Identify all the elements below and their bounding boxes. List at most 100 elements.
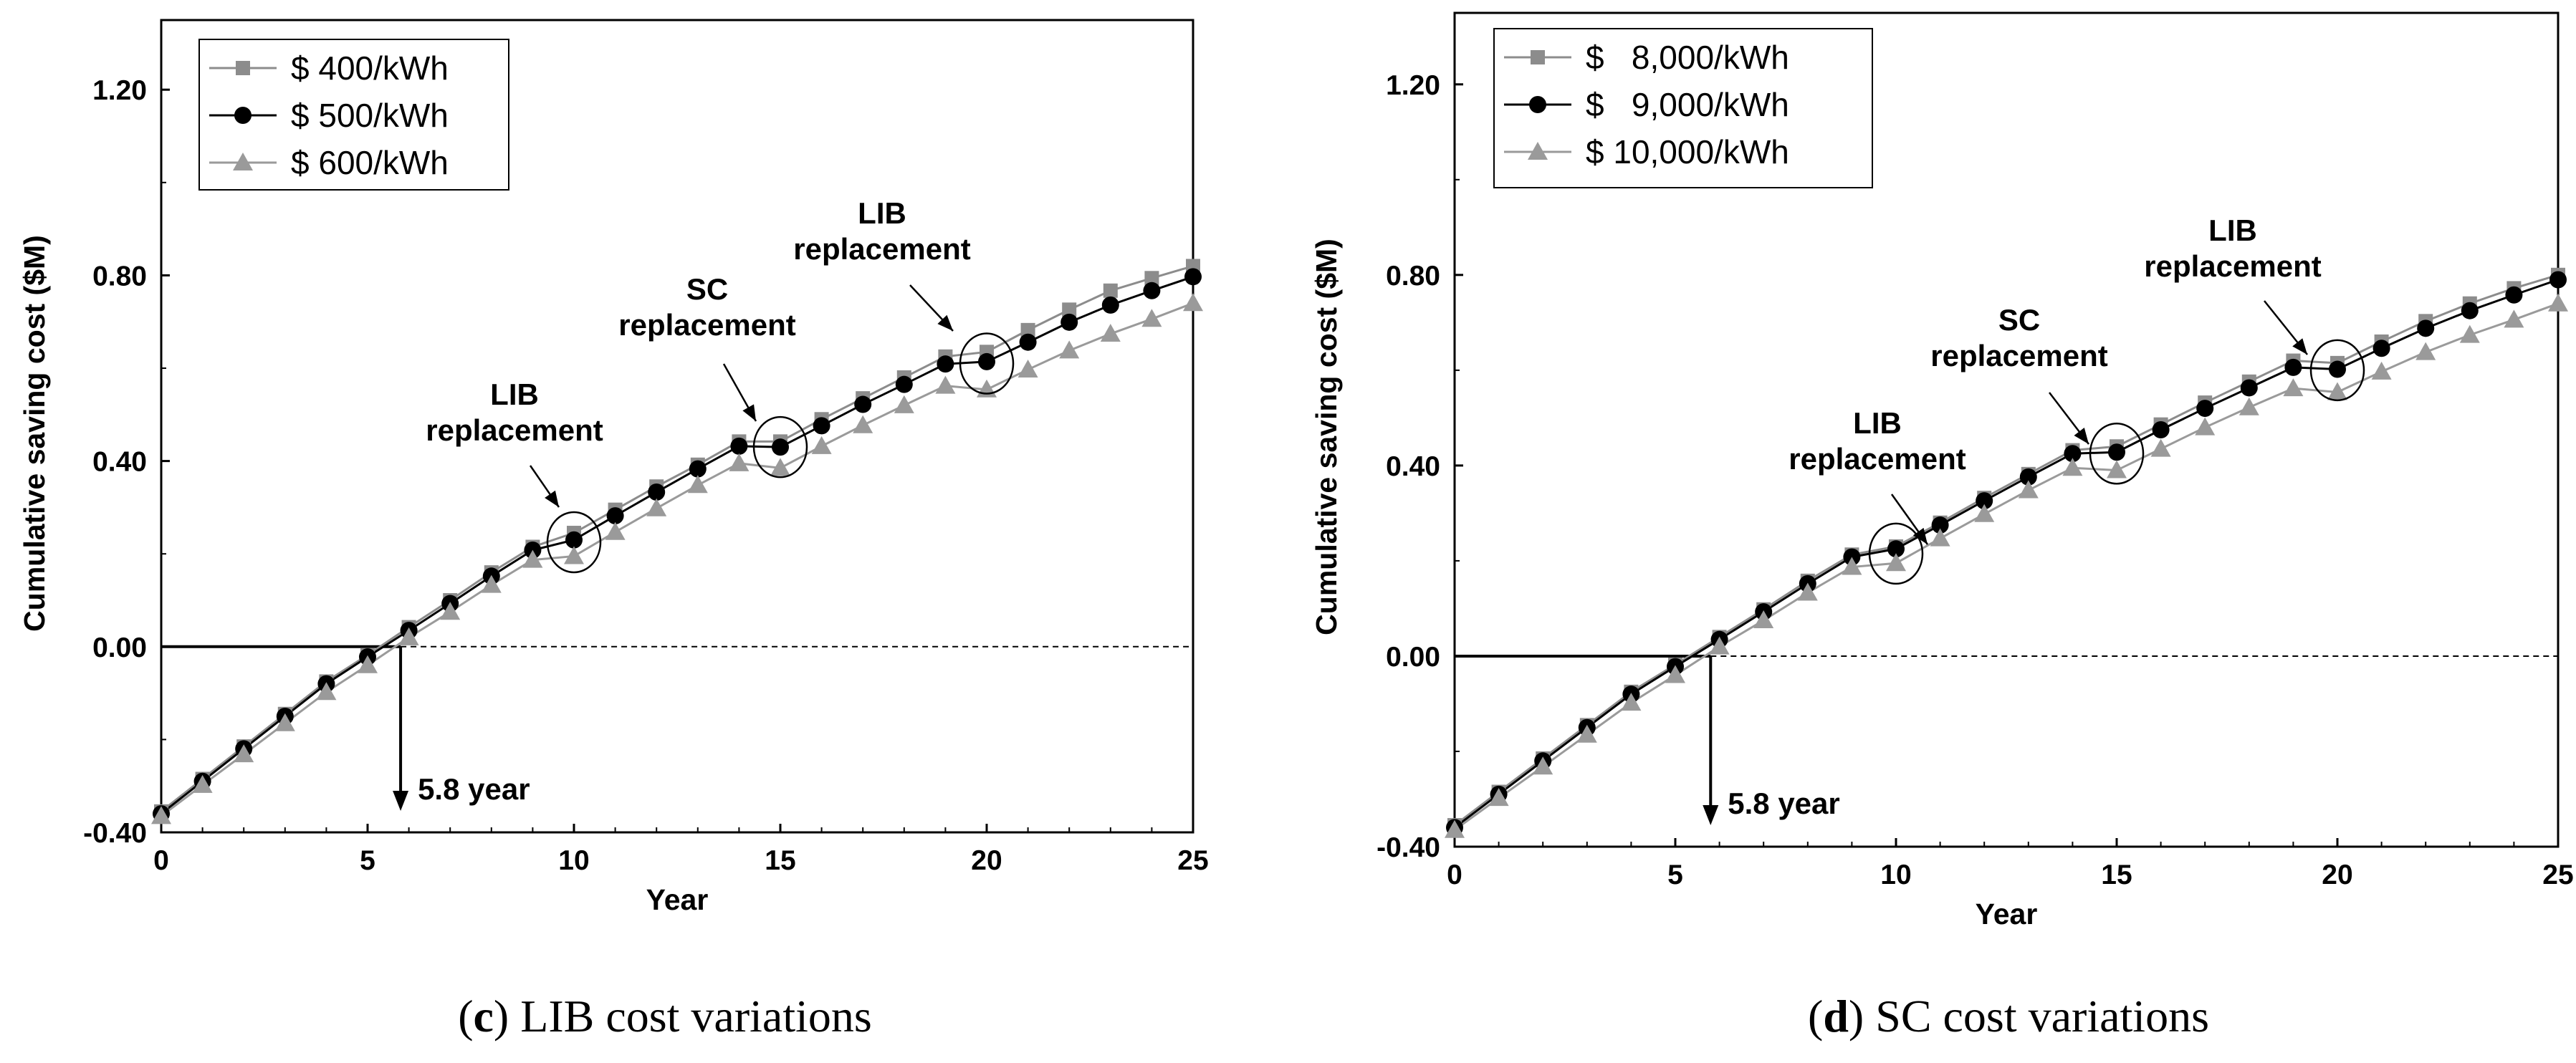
data-point-2	[2459, 324, 2480, 343]
data-point-1	[565, 531, 583, 549]
annotation-line1: SC	[686, 272, 728, 306]
caption-paren-open: (	[458, 991, 473, 1042]
annotation-arrowhead	[545, 490, 559, 507]
data-point-1	[2019, 468, 2037, 486]
x-tick-label: 25	[2542, 860, 2573, 890]
data-point-2	[1665, 665, 1685, 683]
data-point-2	[1621, 693, 1642, 711]
plot-frame	[1453, 11, 2560, 848]
x-tick-label: 15	[765, 845, 795, 876]
y-tick-label: 0.00	[1386, 642, 1440, 673]
legend-label: $ 600/kWh	[291, 144, 449, 181]
figure-caption: (c) LIB cost variations	[458, 991, 872, 1042]
data-point-2	[2504, 309, 2524, 328]
data-point-2	[1930, 528, 1950, 547]
data-point-2	[2107, 460, 2127, 478]
data-point-1	[2284, 358, 2302, 376]
breakeven-arrowhead	[393, 791, 409, 811]
data-point-2	[605, 521, 626, 540]
data-point-2	[2283, 378, 2304, 397]
data-point-2	[192, 774, 213, 793]
data-point-1	[1931, 516, 1949, 534]
data-point-2	[481, 574, 502, 593]
data-point-1	[1976, 492, 1993, 510]
y-tick-label: 0.80	[92, 261, 147, 292]
legend-box	[1493, 28, 1873, 188]
annotation-arrowhead	[2292, 338, 2307, 355]
data-point-1	[772, 438, 789, 456]
x-tick-label: 20	[2322, 860, 2352, 890]
data-point-2	[1886, 553, 1906, 572]
data-point-2	[1100, 324, 1121, 342]
data-point-1	[2329, 360, 2346, 378]
data-point-2	[2327, 382, 2347, 400]
replacement-circle	[546, 511, 602, 574]
x-tick-label: 5	[1667, 860, 1683, 890]
data-point-2	[687, 475, 708, 494]
data-point-2	[1018, 359, 1038, 377]
y-tick-label: 1.20	[92, 75, 147, 106]
annotation-line2: replacement	[793, 232, 970, 266]
y-tick-label: 0.40	[1386, 451, 1440, 482]
legend-marker	[1529, 96, 1546, 113]
breakeven-label: 5.8 year	[418, 772, 530, 806]
data-point-2	[2371, 361, 2392, 380]
data-point-2	[2018, 480, 2039, 499]
data-point-2	[234, 744, 254, 763]
x-tick-label: 25	[1177, 845, 1208, 876]
x-tick-label: 10	[1880, 860, 1911, 890]
y-tick-label: -0.40	[83, 818, 147, 849]
data-point-1	[978, 352, 995, 370]
data-point-2	[2415, 342, 2436, 360]
data-point-2	[1488, 788, 1509, 807]
annotation-line2: replacement	[2144, 249, 2321, 283]
data-point-2	[935, 375, 956, 394]
x-tick-label: 10	[558, 845, 589, 876]
data-point-2	[1709, 636, 1730, 655]
y-tick-label: 1.20	[1386, 70, 1440, 101]
annotation-line1: LIB	[1853, 406, 1902, 440]
annotation-line2: replacement	[1930, 339, 2107, 372]
data-point-2	[316, 682, 337, 701]
replacement-circle	[1868, 522, 1924, 585]
series-line-2	[1454, 302, 2559, 831]
data-point-1	[1184, 268, 1202, 286]
data-point-2	[2150, 438, 2171, 457]
data-point-2	[2195, 417, 2216, 436]
data-point-2	[729, 453, 750, 471]
legend-marker	[233, 153, 253, 170]
data-point-2	[2062, 458, 2083, 476]
caption-letter: c	[474, 991, 494, 1042]
data-point-2	[1797, 582, 1818, 601]
data-point-1	[1101, 296, 1119, 314]
annotation-arrowhead	[742, 404, 756, 421]
series-line-0	[161, 265, 1194, 813]
data-point-1	[2372, 340, 2390, 357]
y-tick-label: 0.40	[92, 447, 147, 478]
data-point-2	[564, 546, 584, 564]
legend-marker	[236, 61, 250, 75]
legend-label: $ 10,000/kWh	[1586, 133, 1789, 170]
caption-text: ) SC cost variations	[1849, 991, 2209, 1042]
data-point-2	[1183, 293, 1203, 312]
breakeven-arrowhead	[1703, 805, 1719, 825]
data-point-2	[274, 713, 295, 731]
legend-label: $ 8,000/kWh	[1586, 39, 1789, 76]
data-point-1	[2108, 443, 2125, 461]
data-point-0	[1103, 283, 1118, 298]
annotation-arrowhead	[1912, 527, 1928, 544]
series-line-1	[161, 275, 1194, 815]
legend-marker	[1528, 142, 1548, 160]
x-tick-label: 0	[1447, 860, 1462, 890]
data-point-1	[648, 484, 666, 501]
data-point-1	[1143, 282, 1161, 299]
data-point-1	[2549, 271, 2567, 289]
data-point-2	[770, 458, 790, 476]
data-point-2	[151, 806, 171, 824]
data-point-1	[813, 417, 830, 435]
data-point-2	[440, 602, 461, 620]
data-point-1	[689, 460, 707, 478]
data-point-1	[2417, 319, 2435, 337]
chart-panel-c: -0.40 0.00 0.40 0.80 1.20 0 5 10 15 20 25 Year Cumul…	[18, 19, 1209, 1042]
data-point-2	[358, 655, 378, 673]
